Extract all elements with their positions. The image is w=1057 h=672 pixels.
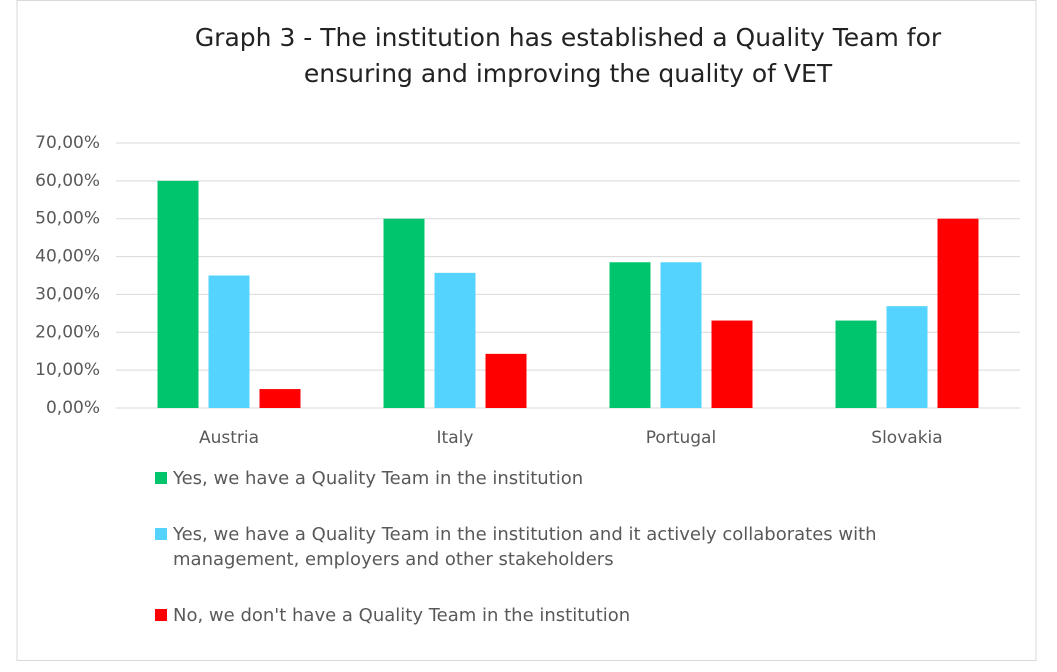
bar: [937, 218, 979, 408]
chart-title: Graph 3 - The institution has establishe…: [194, 23, 942, 88]
legend-label: No, we don't have a Quality Team in the …: [173, 605, 631, 626]
legend-label: Yes, we have a Quality Team in the insti…: [173, 468, 584, 489]
bar: [485, 353, 527, 408]
y-tick-label: 10,00%: [35, 360, 100, 380]
legend-key: [155, 472, 167, 484]
legend-key: [155, 528, 167, 540]
legend-key: [155, 609, 167, 621]
bar: [259, 389, 301, 408]
legend-item: No, we don't have a Quality Team in the …: [155, 603, 955, 628]
x-tick-label: Italy: [437, 428, 474, 448]
y-tick-label: 20,00%: [35, 322, 100, 342]
y-tick-label: 70,00%: [35, 133, 100, 153]
y-tick-label: 30,00%: [35, 284, 100, 304]
legend-item: Yes, we have a Quality Team in the insti…: [155, 466, 955, 491]
legend-item: Yes, we have a Quality Team in the insti…: [155, 522, 955, 572]
legend-label: Yes, we have a Quality Team in the insti…: [173, 524, 877, 570]
legend: Yes, we have a Quality Team in the insti…: [155, 466, 955, 659]
y-tick-label: 60,00%: [35, 171, 100, 191]
bar: [383, 218, 425, 408]
x-tick-label: Austria: [199, 428, 259, 448]
bar: [434, 272, 476, 408]
y-tick-label: 50,00%: [35, 209, 100, 229]
bar: [208, 275, 250, 408]
bar: [660, 262, 702, 408]
x-tick-label: Portugal: [646, 428, 716, 448]
bar: [609, 262, 651, 408]
y-tick-label: 0,00%: [46, 398, 100, 418]
bar: [886, 306, 928, 408]
bar: [711, 320, 753, 408]
bar: [835, 320, 877, 408]
x-tick-label: Slovakia: [871, 428, 942, 448]
y-tick-label: 40,00%: [35, 247, 100, 267]
bar: [157, 180, 199, 408]
